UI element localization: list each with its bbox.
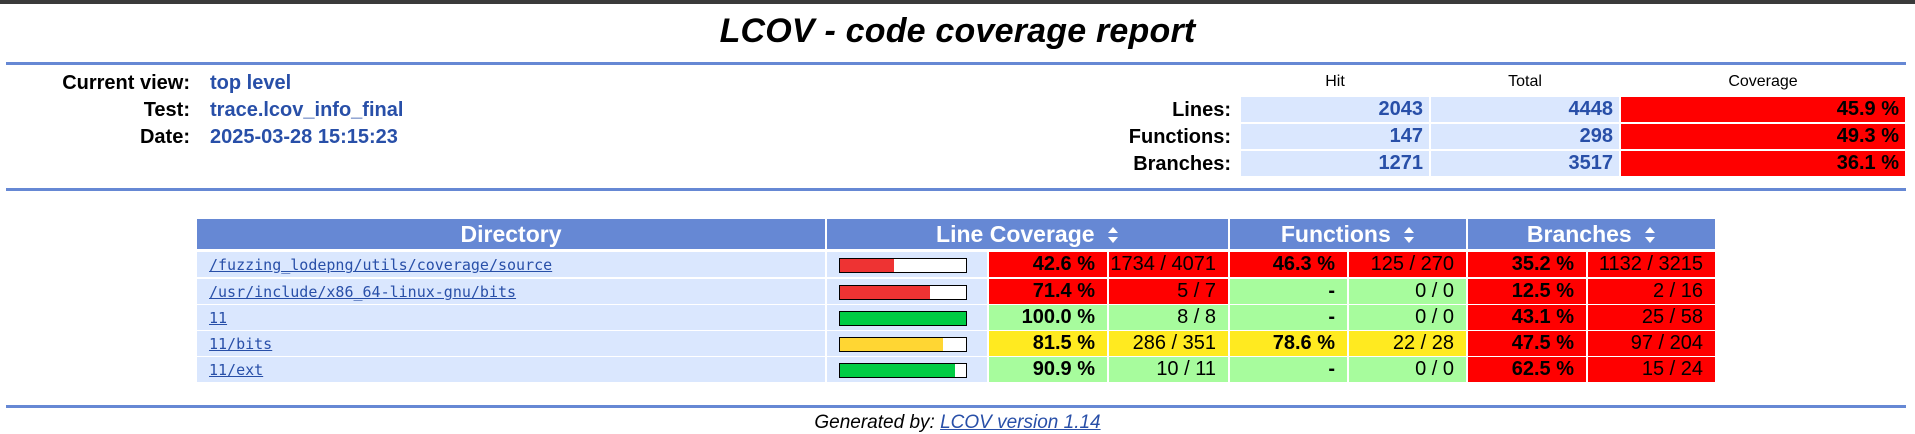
branches-percent: 47.5 % [1468,331,1586,356]
sort-icon[interactable] [1107,226,1119,244]
summary-lines-total: 4448 [1431,97,1619,122]
summary-functions-hit: 147 [1241,124,1429,149]
divider-bottom [6,405,1906,408]
summary-header-hit: Hit [1325,73,1345,90]
functions-percent: 78.6 % [1230,331,1347,356]
functions-count: 0 / 0 [1349,357,1466,382]
summary-lines-coverage: 45.9 % [1621,97,1905,122]
coverage-bar [839,258,967,273]
branches-count: 97 / 204 [1588,331,1715,356]
coverage-bar-cell [827,279,987,304]
coverage-bar-cell [827,252,987,277]
line-coverage-percent: 81.5 % [989,331,1107,356]
branches-percent: 12.5 % [1468,279,1586,304]
branches-count: 1132 / 3215 [1588,252,1715,277]
column-header-branches-label: Branches [1526,221,1632,247]
test-label: Test: [143,99,190,121]
table-row: /fuzzing_lodepng/utils/coverage/source 4… [197,252,1715,277]
functions-count: 0 / 0 [1349,279,1466,304]
functions-percent: 46.3 % [1230,252,1347,277]
coverage-bar-fill [840,286,930,299]
coverage-bar [839,337,967,352]
column-header-directory: Directory [197,219,825,249]
line-coverage-percent: 42.6 % [989,252,1107,277]
summary-branches-hit: 1271 [1241,151,1429,176]
coverage-bar-fill [840,259,894,272]
column-header-line-coverage-label: Line Coverage [936,221,1095,247]
column-header-line-coverage: Line Coverage [827,219,1228,249]
directory-cell: 11/bits [197,331,825,356]
top-border [0,0,1915,4]
summary-functions-total: 298 [1431,124,1619,149]
table-row: 11/ext 90.9 % 10 / 11 - 0 / 0 62.5 % 15 … [197,357,1715,382]
summary-branches-coverage: 36.1 % [1621,151,1905,176]
directory-link[interactable]: /usr/include/x86_64-linux-gnu/bits [209,283,517,301]
coverage-bar-fill [840,338,943,351]
sort-icon[interactable] [1644,226,1656,244]
footer: Generated by: LCOV version 1.14 [0,412,1915,434]
line-coverage-count: 1734 / 4071 [1109,252,1228,277]
branches-percent: 43.1 % [1468,305,1586,330]
page-title: LCOV - code coverage report [719,12,1196,50]
summary-branches-total: 3517 [1431,151,1619,176]
coverage-bar-fill [840,312,966,325]
column-header-directory-label: Directory [460,221,562,247]
functions-percent: - [1230,279,1347,304]
branches-count: 25 / 58 [1588,305,1715,330]
coverage-bar [839,363,967,378]
current-view-label: Current view: [62,72,190,94]
summary-lines-hit: 2043 [1241,97,1429,122]
summary-lines-label: Lines: [1172,99,1231,121]
line-coverage-count: 10 / 11 [1109,357,1228,382]
directory-link[interactable]: /fuzzing_lodepng/utils/coverage/source [209,256,553,274]
test-value: trace.lcov_info_final [210,99,404,121]
functions-percent: - [1230,357,1347,382]
sort-icon[interactable] [1403,226,1415,244]
summary-functions-label: Functions: [1128,126,1231,148]
summary-functions-coverage: 49.3 % [1621,124,1905,149]
coverage-bar-fill [840,364,955,377]
date-value: 2025-03-28 15:15:23 [210,126,398,148]
functions-count: 125 / 270 [1349,252,1466,277]
line-coverage-percent: 90.9 % [989,357,1107,382]
functions-percent: - [1230,305,1347,330]
directory-link[interactable]: 11/bits [209,335,273,353]
table-row: 11 100.0 % 8 / 8 - 0 / 0 43.1 % 25 / 58 [197,305,1715,330]
divider-middle [6,188,1906,191]
coverage-bar [839,285,967,300]
summary-branches-label: Branches: [1133,153,1231,175]
current-view-value: top level [210,72,292,94]
branches-count: 2 / 16 [1588,279,1715,304]
column-header-functions: Functions [1230,219,1466,249]
functions-count: 22 / 28 [1349,331,1466,356]
summary-header-coverage: Coverage [1728,73,1798,90]
summary-header-total: Total [1508,73,1542,90]
directory-cell: 11/ext [197,357,825,382]
directory-cell: /fuzzing_lodepng/utils/coverage/source [197,252,825,277]
date-label: Date: [139,126,190,148]
branches-percent: 35.2 % [1468,252,1586,277]
table-row: /usr/include/x86_64-linux-gnu/bits 71.4 … [197,279,1715,304]
coverage-bar-cell [827,357,987,382]
line-coverage-percent: 71.4 % [989,279,1107,304]
column-header-branches: Branches [1468,219,1715,249]
directory-cell: 11 [197,305,825,330]
functions-count: 0 / 0 [1349,305,1466,330]
divider-top [6,62,1906,65]
directory-cell: /usr/include/x86_64-linux-gnu/bits [197,279,825,304]
branches-percent: 62.5 % [1468,357,1586,382]
line-coverage-count: 8 / 8 [1109,305,1228,330]
line-coverage-count: 5 / 7 [1109,279,1228,304]
table-row: 11/bits 81.5 % 286 / 351 78.6 % 22 / 28 … [197,331,1715,356]
branches-count: 15 / 24 [1588,357,1715,382]
coverage-bar [839,311,967,326]
line-coverage-percent: 100.0 % [989,305,1107,330]
coverage-bar-cell [827,305,987,330]
directory-link[interactable]: 11/ext [209,361,264,379]
directory-link[interactable]: 11 [209,309,228,327]
column-header-functions-label: Functions [1280,221,1391,247]
coverage-bar-cell [827,331,987,356]
line-coverage-count: 286 / 351 [1109,331,1228,356]
